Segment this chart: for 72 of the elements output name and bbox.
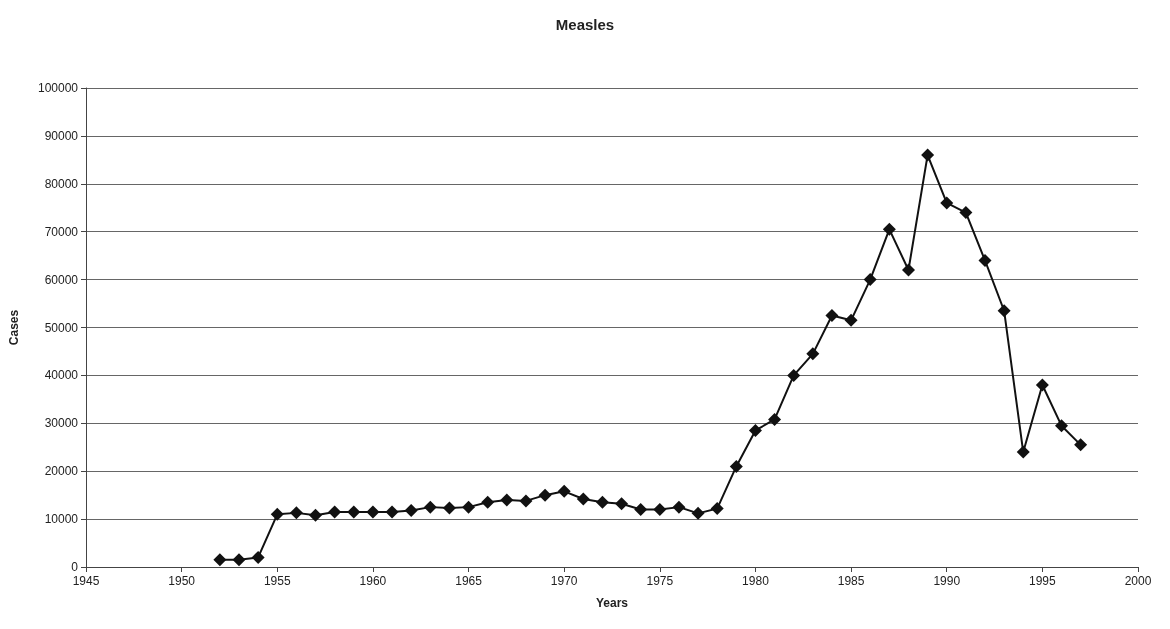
point [232, 553, 246, 567]
point [309, 508, 323, 522]
point [557, 484, 571, 498]
point [634, 503, 648, 517]
x-tick-label: 1945 [72, 574, 100, 588]
y-tick-label: 10000 [44, 512, 79, 527]
y-tick-label: 80000 [44, 176, 79, 191]
point [481, 495, 495, 509]
point [270, 507, 284, 521]
chart-title: Measles [555, 16, 615, 33]
point [978, 253, 992, 267]
point [940, 196, 954, 210]
x-tick-label: 2000 [1124, 574, 1152, 588]
y-tick-label: 30000 [44, 416, 79, 431]
point [806, 347, 820, 361]
x-tick-label: 1965 [455, 574, 483, 588]
y-tick-label: 100000 [37, 81, 79, 95]
point [251, 550, 265, 564]
x-tick-label: 1980 [742, 574, 770, 588]
x-tick-label: 1985 [837, 574, 865, 588]
y-axis-title: Cases [7, 309, 21, 346]
point [576, 492, 590, 506]
point [595, 495, 609, 509]
y-tick-label: 40000 [44, 368, 79, 383]
point [921, 148, 935, 162]
point [844, 313, 858, 327]
point [423, 500, 437, 514]
x-tick-label: 1975 [646, 574, 674, 588]
y-tick-label: 0 [71, 560, 79, 574]
y-tick-label: 70000 [44, 224, 79, 239]
x-tick-label: 1990 [933, 574, 961, 588]
point [289, 506, 303, 520]
point [710, 502, 724, 516]
point [462, 500, 476, 514]
y-tick-label: 60000 [44, 272, 79, 287]
point [615, 497, 629, 511]
point [825, 309, 839, 323]
x-axis-title: Years [595, 596, 629, 610]
point [959, 206, 973, 220]
point [863, 273, 877, 287]
point [787, 368, 801, 382]
point [653, 503, 667, 517]
y-tick-label: 20000 [44, 464, 79, 479]
point [1016, 445, 1030, 459]
point [1035, 378, 1049, 392]
point [442, 501, 456, 515]
point [748, 423, 762, 437]
point [213, 553, 227, 567]
x-tick-label: 1955 [263, 574, 291, 588]
point [901, 263, 915, 277]
x-tick-label: 1950 [168, 574, 196, 588]
point [1074, 438, 1088, 452]
point [347, 505, 361, 519]
x-tick-label: 1970 [550, 574, 578, 588]
point [997, 304, 1011, 318]
point [328, 505, 342, 519]
point [691, 506, 705, 520]
point [519, 494, 533, 508]
point [366, 505, 380, 519]
x-tick-label: 1995 [1029, 574, 1057, 588]
point [385, 505, 399, 519]
point [729, 459, 743, 473]
y-tick-label: 50000 [44, 320, 79, 335]
point [1054, 419, 1068, 433]
y-tick-label: 90000 [44, 128, 79, 143]
x-tick-label: 1960 [359, 574, 387, 588]
point [538, 488, 552, 502]
point [768, 412, 782, 426]
point [882, 222, 896, 236]
point [500, 493, 514, 507]
point [672, 500, 686, 514]
point [404, 503, 418, 517]
